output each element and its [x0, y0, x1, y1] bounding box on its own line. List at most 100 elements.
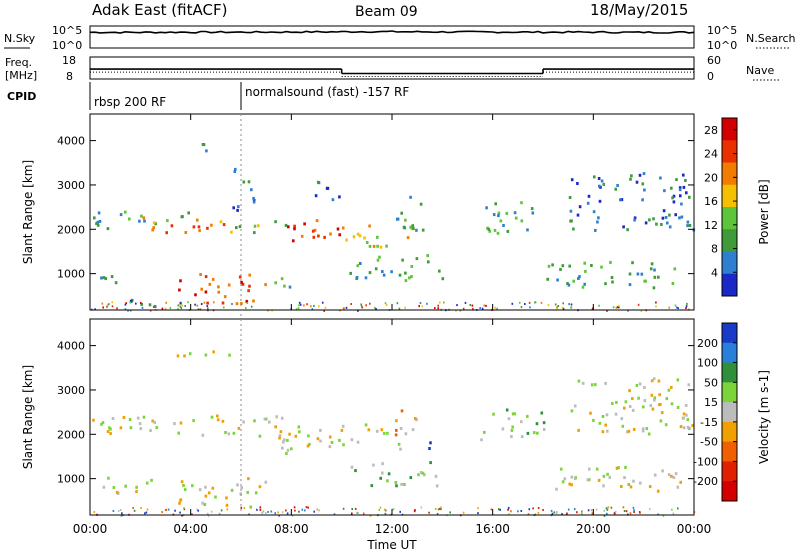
data-cell	[557, 305, 560, 307]
data-cell	[593, 175, 596, 179]
data-cell	[581, 510, 583, 513]
data-cell	[429, 461, 432, 465]
data-cell	[648, 485, 652, 489]
data-cell	[624, 465, 627, 469]
data-cell	[421, 305, 424, 308]
data-cell	[93, 216, 96, 220]
colorbar-tick-label-0: 4	[711, 266, 718, 279]
data-cell	[225, 496, 228, 500]
data-cell	[196, 304, 199, 307]
nsky-label: N.Sky	[4, 32, 36, 45]
data-cell	[241, 282, 245, 286]
data-cell	[616, 306, 619, 309]
data-cell	[247, 477, 250, 481]
colorbar-swatch-4	[722, 402, 737, 423]
data-cell	[622, 225, 625, 229]
data-cell	[93, 511, 96, 514]
data-cell	[520, 306, 523, 309]
data-cell	[631, 261, 634, 265]
data-cell	[420, 506, 423, 509]
data-cell	[394, 481, 398, 484]
data-cell	[298, 430, 301, 434]
velocity-data-cells	[92, 350, 696, 517]
data-cell	[140, 301, 142, 304]
data-cell	[198, 229, 201, 233]
data-cell	[288, 432, 291, 436]
data-cell	[652, 217, 655, 221]
data-cell	[338, 195, 341, 199]
data-cell	[383, 508, 386, 511]
data-cell	[600, 179, 604, 183]
data-cell	[554, 303, 557, 306]
data-cell	[106, 305, 108, 308]
data-cell	[629, 485, 633, 489]
data-cell	[635, 384, 639, 387]
data-cell	[228, 353, 231, 357]
data-cell	[684, 179, 687, 182]
data-cell	[376, 235, 379, 239]
data-cell	[274, 281, 277, 285]
data-cell	[561, 264, 565, 268]
data-cell	[280, 277, 284, 281]
data-cell	[128, 418, 132, 422]
data-cell	[679, 480, 682, 484]
data-cell	[245, 299, 249, 303]
freq-tick-bottom: 8	[66, 70, 73, 83]
data-cell	[620, 198, 624, 202]
data-cell	[403, 483, 406, 486]
nsky-series	[89, 30, 695, 34]
data-cell	[205, 149, 208, 153]
data-cell	[483, 304, 486, 307]
data-cell	[222, 223, 226, 227]
data-cell	[181, 304, 183, 307]
data-cell	[268, 420, 271, 424]
freq-label-2: [MHz]	[5, 69, 37, 82]
data-cell	[204, 290, 208, 294]
data-cell	[128, 217, 131, 221]
data-cell	[111, 305, 114, 308]
data-cell	[526, 228, 529, 232]
data-cell	[505, 211, 509, 215]
data-cell	[316, 508, 319, 511]
data-cell	[662, 514, 665, 517]
data-cell	[678, 188, 682, 192]
data-cell	[375, 429, 379, 433]
data-cell	[610, 276, 614, 279]
data-cell	[570, 409, 574, 413]
data-cell	[291, 514, 294, 517]
data-cell	[108, 426, 111, 430]
data-cell	[106, 430, 110, 433]
data-cell	[415, 257, 419, 261]
colorbar-swatch-2	[722, 362, 737, 383]
data-cell	[279, 430, 283, 434]
data-cell	[601, 430, 605, 434]
data-cell	[321, 301, 324, 304]
data-cell	[426, 302, 428, 305]
data-cell	[246, 490, 249, 494]
data-cell	[644, 221, 648, 225]
data-cell	[182, 483, 185, 487]
data-cell	[256, 508, 258, 511]
data-cell	[542, 421, 546, 425]
data-cell	[611, 402, 614, 405]
data-cell	[439, 301, 441, 304]
data-cell	[360, 305, 363, 308]
data-cell	[166, 219, 169, 223]
data-cell	[568, 303, 570, 306]
data-cell	[264, 283, 267, 287]
nsky-tick-bottom-right: 10^0	[707, 39, 737, 52]
data-cell	[102, 485, 106, 489]
data-cell	[529, 306, 531, 309]
data-cell	[672, 194, 676, 198]
data-cell	[358, 234, 362, 238]
y-tick-label-3: 4000	[57, 135, 85, 148]
data-cell	[145, 481, 149, 485]
data-cell	[530, 207, 534, 211]
data-cell	[312, 235, 316, 239]
data-cell	[177, 304, 180, 307]
data-cell	[561, 513, 563, 516]
data-cell	[203, 503, 207, 506]
data-cell	[598, 304, 600, 307]
data-cell	[274, 220, 277, 224]
data-cell	[298, 304, 300, 307]
